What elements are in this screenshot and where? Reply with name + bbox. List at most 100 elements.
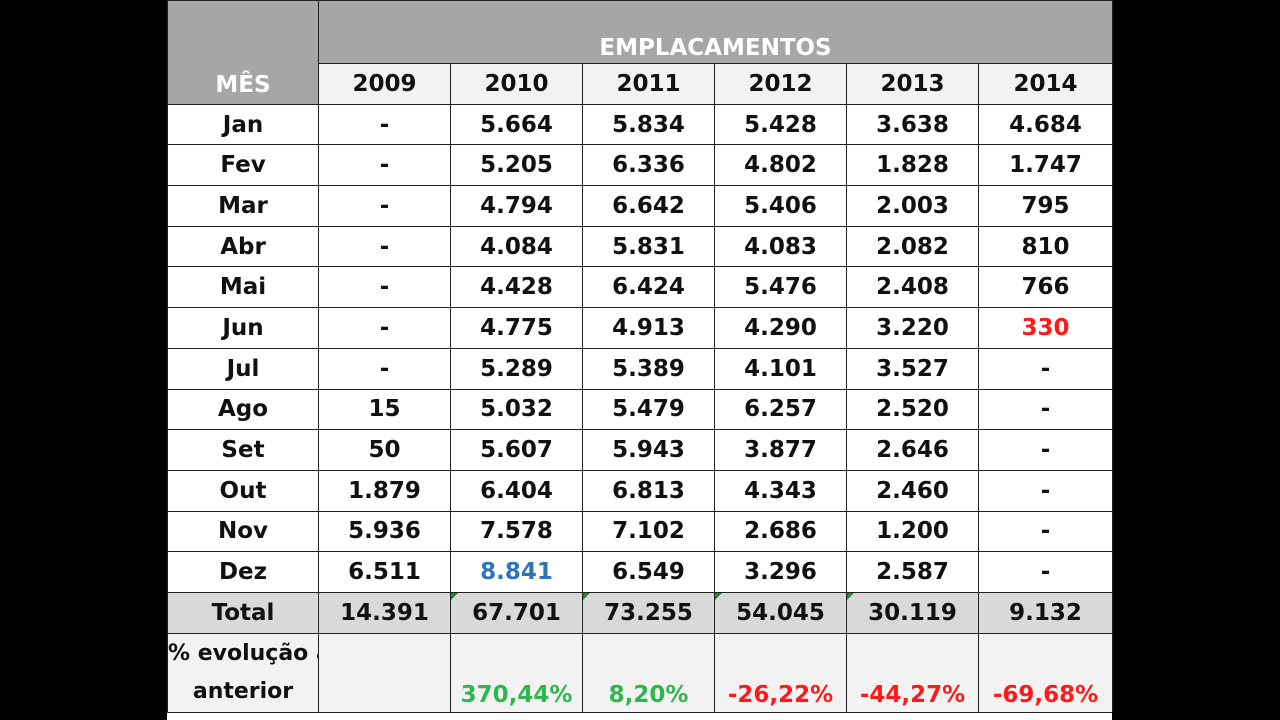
- value-cell[interactable]: 6.813: [582, 469, 715, 512]
- value-cell[interactable]: 6.257: [714, 388, 847, 431]
- value-cell[interactable]: -: [978, 551, 1113, 593]
- month-cell[interactable]: Abr: [167, 225, 319, 268]
- value-cell[interactable]: 50: [318, 429, 451, 471]
- value-cell[interactable]: 5.834: [582, 103, 715, 146]
- month-cell[interactable]: Mar: [167, 185, 319, 227]
- month-cell[interactable]: Fev: [167, 144, 319, 187]
- value-cell[interactable]: 2.082: [846, 225, 979, 268]
- value-cell[interactable]: 4.913: [582, 307, 715, 349]
- month-cell[interactable]: Jan: [167, 103, 319, 146]
- year-header[interactable]: 2012: [714, 63, 847, 105]
- value-cell[interactable]: 4.428: [450, 266, 583, 309]
- value-cell[interactable]: 5.831: [582, 225, 715, 268]
- month-cell[interactable]: Jun: [167, 307, 319, 349]
- value-cell[interactable]: 3.296: [714, 551, 847, 593]
- value-cell[interactable]: 4.343: [714, 469, 847, 512]
- value-cell[interactable]: 5.943: [582, 429, 715, 471]
- value-cell[interactable]: 766: [978, 266, 1113, 309]
- value-cell[interactable]: 330: [978, 307, 1113, 349]
- value-cell[interactable]: 2.587: [846, 551, 979, 593]
- month-cell[interactable]: Nov: [167, 510, 319, 553]
- evolution-cell[interactable]: 370,44%: [450, 632, 583, 713]
- value-cell[interactable]: 2.460: [846, 469, 979, 512]
- value-cell[interactable]: 5.607: [450, 429, 583, 471]
- value-cell[interactable]: -: [978, 510, 1113, 553]
- total-cell[interactable]: 30.119: [846, 591, 979, 634]
- value-cell[interactable]: 3.527: [846, 347, 979, 390]
- evolution-cell[interactable]: [318, 632, 451, 713]
- group-header[interactable]: EMPLACAMENTOS: [318, 0, 1113, 64]
- total-label[interactable]: Total: [167, 591, 319, 634]
- value-cell[interactable]: 7.578: [450, 510, 583, 553]
- value-cell[interactable]: 6.404: [450, 469, 583, 512]
- value-cell[interactable]: 4.083: [714, 225, 847, 268]
- month-cell[interactable]: Out: [167, 469, 319, 512]
- value-cell[interactable]: 6.549: [582, 551, 715, 593]
- value-cell[interactable]: 4.794: [450, 185, 583, 227]
- value-cell[interactable]: 6.511: [318, 551, 451, 593]
- month-cell[interactable]: Ago: [167, 388, 319, 431]
- total-cell[interactable]: 14.391: [318, 591, 451, 634]
- value-cell[interactable]: 4.775: [450, 307, 583, 349]
- value-cell[interactable]: 5.428: [714, 103, 847, 146]
- total-cell[interactable]: 73.255: [582, 591, 715, 634]
- value-cell[interactable]: -: [318, 266, 451, 309]
- value-cell[interactable]: 5.479: [582, 388, 715, 431]
- value-cell[interactable]: 7.102: [582, 510, 715, 553]
- value-cell[interactable]: 5.289: [450, 347, 583, 390]
- evolution-cell[interactable]: 8,20%: [582, 632, 715, 713]
- value-cell[interactable]: -: [318, 225, 451, 268]
- value-cell[interactable]: 4.802: [714, 144, 847, 187]
- value-cell[interactable]: 3.638: [846, 103, 979, 146]
- value-cell[interactable]: -: [978, 388, 1113, 431]
- year-header[interactable]: 2009: [318, 63, 451, 105]
- month-header[interactable]: MÊS: [167, 0, 319, 105]
- value-cell[interactable]: -: [978, 429, 1113, 471]
- month-cell[interactable]: Mai: [167, 266, 319, 309]
- value-cell[interactable]: 6.642: [582, 185, 715, 227]
- evolution-label[interactable]: % evolução ano anterior: [167, 632, 319, 713]
- value-cell[interactable]: 1.747: [978, 144, 1113, 187]
- year-header[interactable]: 2014: [978, 63, 1113, 105]
- total-cell[interactable]: 54.045: [714, 591, 847, 634]
- value-cell[interactable]: 3.220: [846, 307, 979, 349]
- value-cell[interactable]: 1.828: [846, 144, 979, 187]
- value-cell[interactable]: 2.520: [846, 388, 979, 431]
- year-header[interactable]: 2013: [846, 63, 979, 105]
- value-cell[interactable]: 5.205: [450, 144, 583, 187]
- value-cell[interactable]: 2.408: [846, 266, 979, 309]
- evolution-cell[interactable]: -26,22%: [714, 632, 847, 713]
- value-cell[interactable]: 5.406: [714, 185, 847, 227]
- total-cell[interactable]: 9.132: [978, 591, 1113, 634]
- month-cell[interactable]: Set: [167, 429, 319, 471]
- value-cell[interactable]: 6.336: [582, 144, 715, 187]
- value-cell[interactable]: 5.936: [318, 510, 451, 553]
- value-cell[interactable]: -: [318, 185, 451, 227]
- value-cell[interactable]: 4.684: [978, 103, 1113, 146]
- value-cell[interactable]: -: [318, 103, 451, 146]
- value-cell[interactable]: -: [318, 307, 451, 349]
- value-cell[interactable]: 6.424: [582, 266, 715, 309]
- value-cell[interactable]: -: [318, 347, 451, 390]
- value-cell[interactable]: 5.389: [582, 347, 715, 390]
- value-cell[interactable]: 2.003: [846, 185, 979, 227]
- year-header[interactable]: 2010: [450, 63, 583, 105]
- value-cell[interactable]: 1.879: [318, 469, 451, 512]
- value-cell[interactable]: 795: [978, 185, 1113, 227]
- value-cell[interactable]: -: [318, 144, 451, 187]
- value-cell[interactable]: -: [978, 347, 1113, 390]
- month-cell[interactable]: Jul: [167, 347, 319, 390]
- value-cell[interactable]: 15: [318, 388, 451, 431]
- value-cell[interactable]: 3.877: [714, 429, 847, 471]
- value-cell[interactable]: 2.646: [846, 429, 979, 471]
- evolution-cell[interactable]: -44,27%: [846, 632, 979, 713]
- value-cell[interactable]: 4.084: [450, 225, 583, 268]
- total-cell[interactable]: 67.701: [450, 591, 583, 634]
- value-cell[interactable]: -: [978, 469, 1113, 512]
- value-cell[interactable]: 810: [978, 225, 1113, 268]
- month-cell[interactable]: Dez: [167, 551, 319, 593]
- value-cell[interactable]: 8.841: [450, 551, 583, 593]
- year-header[interactable]: 2011: [582, 63, 715, 105]
- value-cell[interactable]: 5.476: [714, 266, 847, 309]
- value-cell[interactable]: 1.200: [846, 510, 979, 553]
